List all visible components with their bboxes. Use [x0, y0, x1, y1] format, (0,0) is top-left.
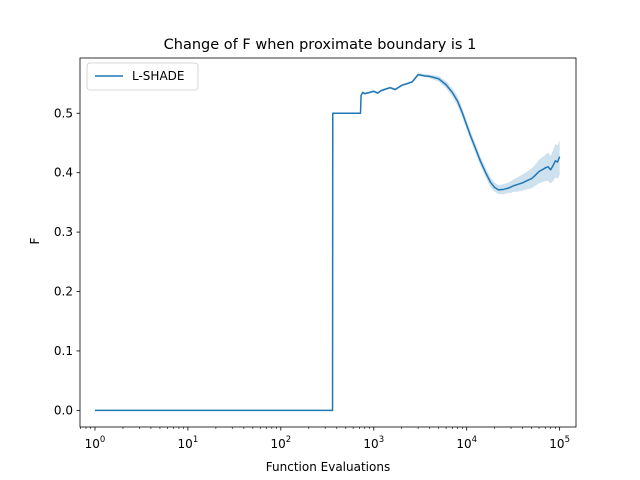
x-tick-label: 103 — [363, 435, 384, 451]
confidence-band-layer — [94, 72, 560, 411]
y-axis-ticks: 0.0 0.1 0.2 0.3 0.4 0.5 — [54, 106, 80, 417]
y-tick-label: 0.1 — [54, 344, 73, 358]
x-tick-label: 105 — [549, 435, 570, 451]
legend-box — [86, 62, 199, 91]
chart-title: Change of F when proximate boundary is 1 — [164, 37, 477, 53]
series-line-layer — [94, 73, 561, 412]
x-axis-label: Function Evaluations — [266, 460, 390, 474]
y-axis-label: F — [28, 237, 42, 244]
x-tick-label: 101 — [178, 435, 199, 451]
y-tick-label: 0.3 — [54, 225, 73, 239]
series-band-l-shade — [94, 72, 560, 411]
x-tick-label: 102 — [270, 435, 291, 451]
legend: L-SHADE — [86, 62, 199, 91]
series-line-l-shade — [94, 73, 561, 412]
y-tick-label: 0.2 — [54, 285, 73, 299]
x-tick-label: 104 — [456, 435, 477, 451]
y-tick-label: 0.4 — [54, 166, 73, 180]
plot-frame — [79, 57, 577, 428]
y-tick-label: 0.5 — [54, 106, 73, 120]
y-tick-label: 0.0 — [54, 403, 73, 417]
x-axis-ticks: 100 101 102 103 104 105 — [80, 427, 570, 451]
x-tick-label: 100 — [85, 435, 106, 451]
legend-label-l-shade: L-SHADE — [132, 69, 184, 83]
